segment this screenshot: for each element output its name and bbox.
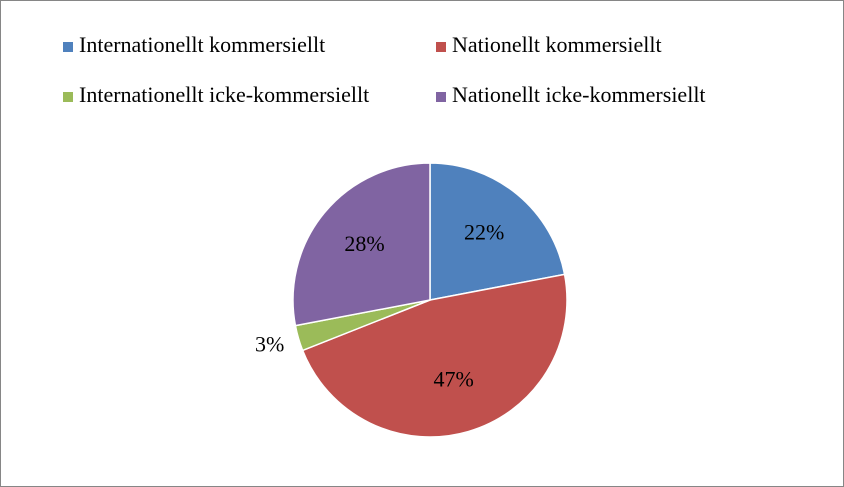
pie-slice — [301, 273, 568, 438]
legend-swatch — [436, 42, 446, 52]
legend-label: Internationellt kommersiellt — [79, 32, 325, 57]
legend-label: Nationellt kommersiellt — [452, 32, 662, 57]
data-label: 28% — [344, 231, 384, 256]
legend-label: Nationellt icke-kommersiellt — [452, 82, 706, 107]
data-label: 47% — [434, 367, 474, 392]
legend-swatch — [436, 92, 446, 102]
legend-swatch — [63, 92, 73, 102]
pie-slice — [429, 162, 566, 301]
legend-label: Internationellt icke-kommersiellt — [79, 82, 369, 107]
legend-swatch — [63, 42, 73, 52]
pie-slice — [292, 162, 431, 327]
data-label: 22% — [464, 220, 504, 245]
data-label: 3% — [255, 332, 284, 357]
